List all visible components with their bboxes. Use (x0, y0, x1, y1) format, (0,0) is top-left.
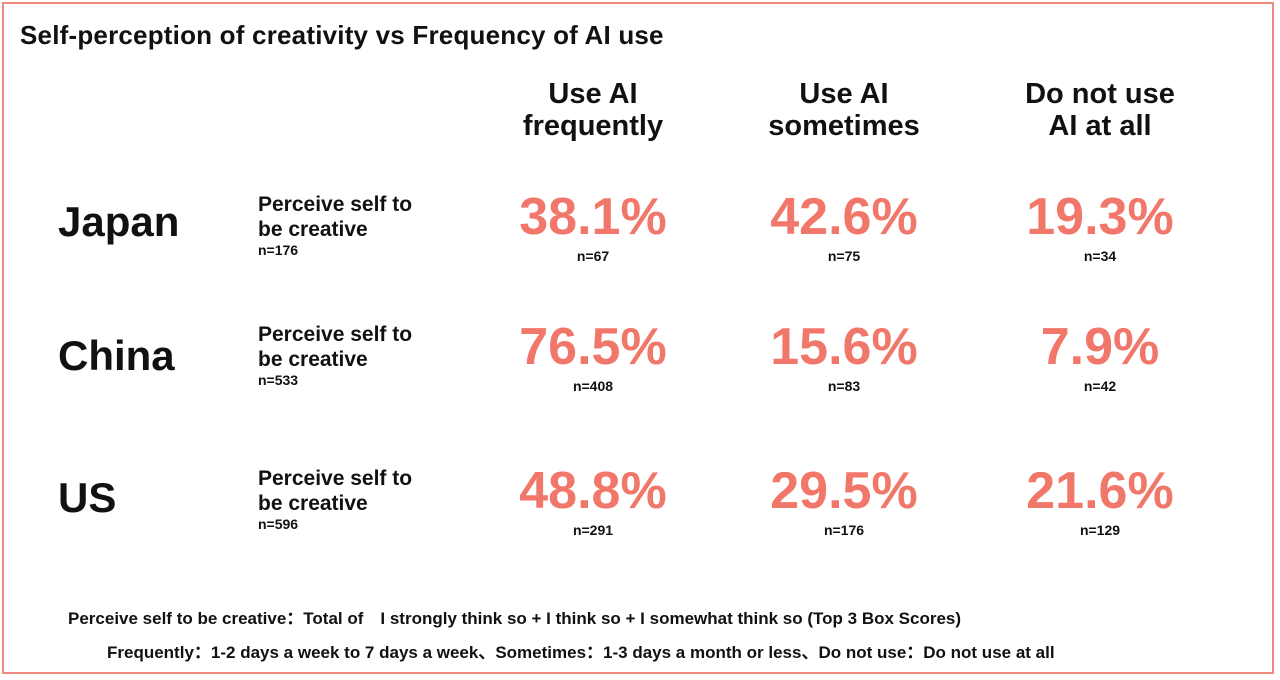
cell-japan-sometimes: 42.6% n=75 (714, 188, 974, 264)
cell-japan-frequently: 38.1% n=67 (463, 188, 723, 264)
column-header-frequently: Use AI frequently (463, 78, 723, 142)
row-label-japan: Perceive self to be creative n=176 (258, 192, 412, 258)
cell-sample-size: n=83 (827, 378, 861, 394)
value-label: 38.1% (519, 188, 667, 246)
row-label-line2: be creative (258, 218, 368, 241)
value-label: 15.6% (770, 318, 918, 376)
row-label-line1: Perceive self to (258, 323, 413, 346)
row-country-japan: Japan (58, 198, 180, 245)
cell-sample-size: n=291 (572, 522, 614, 538)
row-sample-size: n=176 (258, 242, 299, 258)
value-label: 19.3% (1026, 188, 1174, 246)
row-label-china: Perceive self to be creative n=533 (258, 322, 412, 388)
footnote-definition-creative: Perceive self to be creative：Total of I … (68, 609, 962, 628)
value-label: 7.9% (1040, 318, 1160, 376)
row-sample-size: n=596 (258, 516, 299, 532)
column-header-sometimes: Use AI sometimes (714, 78, 974, 142)
value-label: 48.8% (519, 462, 667, 520)
cell-sample-size: n=42 (1083, 378, 1117, 394)
cell-sample-size: n=176 (823, 522, 865, 538)
column-header-line2: frequently (522, 110, 664, 142)
cell-china-frequently: 76.5% n=408 (463, 318, 723, 394)
value-label: 42.6% (770, 188, 918, 246)
row-label-us: Perceive self to be creative n=596 (258, 466, 412, 532)
cell-sample-size: n=129 (1079, 522, 1121, 538)
chart-title: Self-perception of creativity vs Frequen… (20, 20, 664, 50)
column-header-not-at-all: Do not use AI at all (970, 78, 1230, 142)
row-label-line2: be creative (258, 492, 368, 515)
row-sample-size: n=533 (258, 372, 299, 388)
column-header-line2: AI at all (1048, 110, 1152, 142)
footnote-definition-frequency: Frequently：1-2 days a week to 7 days a w… (107, 643, 1055, 662)
cell-us-not-at-all: 21.6% n=129 (970, 462, 1230, 538)
column-header-line2: sometimes (768, 110, 920, 142)
cell-sample-size: n=75 (827, 248, 861, 264)
row-label-line2: be creative (258, 348, 368, 371)
cell-sample-size: n=67 (576, 248, 610, 264)
cell-japan-not-at-all: 19.3% n=34 (970, 188, 1230, 264)
column-header-line1: Use AI (799, 78, 889, 110)
row-label-line1: Perceive self to (258, 193, 413, 216)
row-country-us: US (58, 474, 117, 521)
row-label-line1: Perceive self to (258, 467, 413, 490)
value-label: 76.5% (519, 318, 667, 376)
cell-us-frequently: 48.8% n=291 (463, 462, 723, 538)
row-country-china: China (58, 332, 175, 379)
value-label: 21.6% (1026, 462, 1174, 520)
cell-us-sometimes: 29.5% n=176 (714, 462, 974, 538)
value-label: 29.5% (770, 462, 918, 520)
cell-sample-size: n=34 (1083, 248, 1117, 264)
cell-china-sometimes: 15.6% n=83 (714, 318, 974, 394)
column-header-line1: Use AI (548, 78, 638, 110)
cell-china-not-at-all: 7.9% n=42 (970, 318, 1230, 394)
cell-sample-size: n=408 (572, 378, 614, 394)
column-header-line1: Do not use (1025, 78, 1175, 110)
